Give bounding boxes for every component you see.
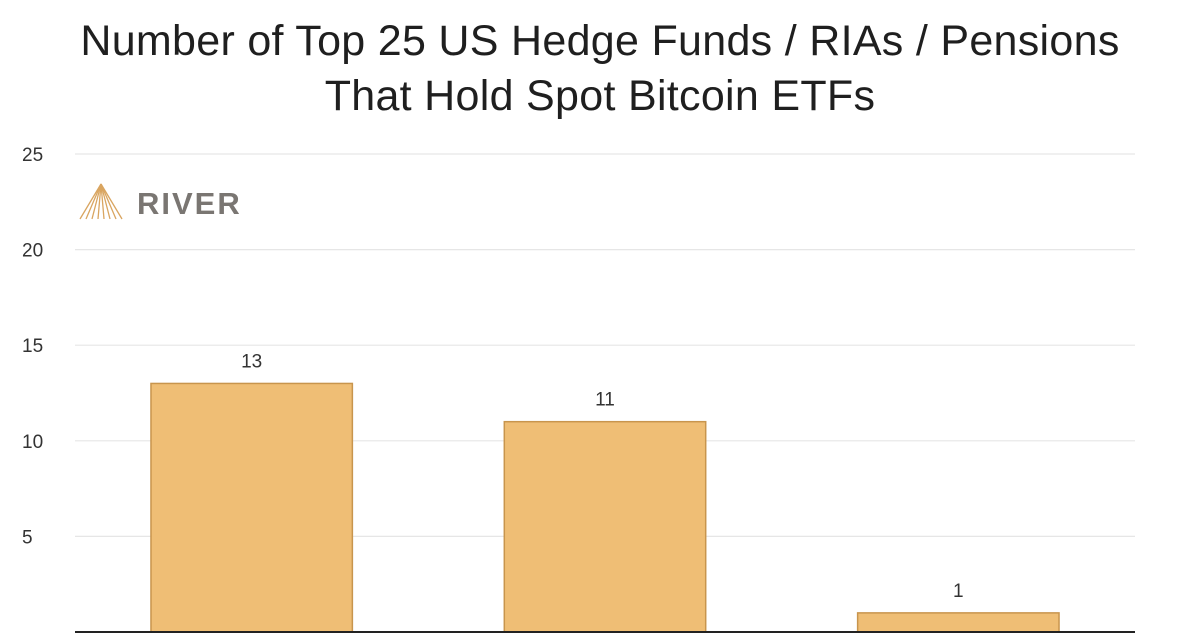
bar <box>856 612 1060 633</box>
y-tick-label: 10 <box>22 432 43 453</box>
bar <box>503 420 707 633</box>
y-tick-label: 20 <box>22 241 43 262</box>
brand-name: RIVER <box>137 186 242 221</box>
chart-title-line-2: That Hold Spot Bitcoin ETFs <box>324 72 876 120</box>
bar-data-label: 1 <box>953 581 964 602</box>
bar <box>150 382 354 633</box>
chart-title-line-1: Number of Top 25 US Hedge Funds / RIAs /… <box>80 17 1120 65</box>
y-tick-label: 5 <box>22 527 33 548</box>
chart-title: Number of Top 25 US Hedge Funds / RIAs /… <box>0 14 1200 124</box>
y-tick-label: 15 <box>22 336 43 357</box>
river-logo-icon <box>79 183 123 220</box>
bar-data-label: 13 <box>241 351 262 372</box>
brand-watermark: RIVER <box>79 183 242 221</box>
bar-data-label: 11 <box>595 390 615 411</box>
y-tick-label: 25 <box>22 145 43 166</box>
bars <box>150 382 1060 633</box>
y-axis-tick-labels: 5 10 15 20 25 <box>22 145 43 548</box>
